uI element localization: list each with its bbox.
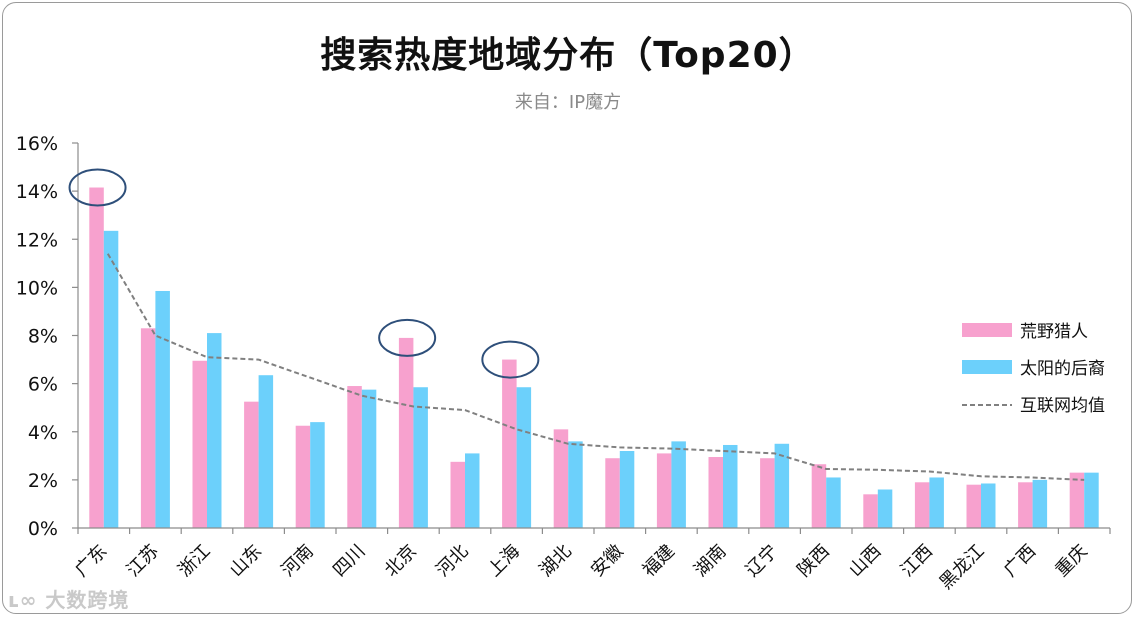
x-tick-label: 北京 (381, 541, 421, 581)
bar-太阳的后裔-陕西 (826, 477, 841, 528)
y-tick-label: 16% (16, 133, 58, 155)
highlight-circle-广东 (68, 168, 127, 207)
bar-太阳的后裔-浙江 (207, 333, 222, 528)
highlight-circle-北京 (378, 318, 437, 357)
bar-太阳的后裔-江苏 (155, 290, 170, 528)
x-tick-label: 山西 (845, 541, 885, 581)
chart-subtitle: 来自：IP魔方 (514, 92, 622, 113)
x-tick-label: 辽宁 (742, 541, 782, 581)
bar-太阳的后裔-广西 (1032, 479, 1048, 528)
chart-title: 搜索热度地域分布（Top20） (320, 35, 816, 76)
bar-荒野猎人-湖北 (553, 429, 569, 528)
x-tick-label: 陕西 (793, 541, 833, 581)
highlight-circle-上海 (481, 340, 540, 379)
watermark-logo-icon: ʟ∞ (8, 588, 38, 612)
bar-荒野猎人-河北 (450, 461, 465, 528)
highlight-circles (68, 168, 540, 379)
bar-荒野猎人-江苏 (140, 328, 156, 528)
legend-label-荒野猎人: 荒野猎人 (1020, 322, 1088, 342)
bar-太阳的后裔-河南 (310, 422, 325, 528)
bar-荒野猎人-广东 (89, 187, 104, 528)
x-tick-label: 湖北 (535, 541, 575, 581)
y-tick-label: 0% (28, 518, 58, 540)
bar-太阳的后裔-福建 (671, 441, 686, 528)
x-tick-label: 江西 (897, 541, 937, 581)
bar-太阳的后裔-江西 (929, 477, 944, 528)
legend-label-互联网均值: 互联网均值 (1020, 396, 1105, 416)
x-tick-label: 重庆 (1051, 541, 1091, 581)
bar-荒野猎人-辽宁 (760, 458, 775, 528)
x-tick-label: 山东 (226, 541, 266, 581)
bar-荒野猎人-浙江 (192, 360, 207, 528)
bar-荒野猎人-陕西 (811, 464, 827, 528)
bar-荒野猎人-安徽 (605, 458, 620, 528)
x-tick-label: 安徽 (587, 541, 627, 581)
x-axis: 广东 江苏 浙江 山东 河南 四川 北京 河北 上海 湖北 安徽 福建 湖南 辽宁 陕西 山西 江西黑龙江 广西重… (71, 527, 1111, 594)
x-tick-label: 广东 (71, 541, 111, 581)
y-tick-label: 12% (16, 229, 58, 251)
bar-太阳的后裔-湖北 (568, 441, 583, 528)
bar-荒野猎人-黑龙江 (966, 484, 981, 528)
x-tick-label: 广西 (1000, 541, 1040, 581)
legend-swatch-荒野猎人 (962, 323, 1012, 337)
average-line-group (106, 253, 1085, 481)
bar-荒野猎人-山东 (244, 401, 259, 528)
y-tick-label: 4% (28, 422, 58, 444)
y-tick-label: 2% (28, 470, 58, 492)
x-tick-label: 福建 (639, 541, 679, 581)
x-tick-label: 河南 (277, 541, 317, 581)
x-tick-label: 江苏 (123, 541, 163, 581)
y-tick-label: 10% (16, 277, 58, 299)
bar-荒野猎人-重庆 (1069, 472, 1085, 528)
x-tick-label: 河北 (432, 541, 472, 581)
x-tick-label: 四川 (329, 541, 369, 581)
bar-太阳的后裔-四川 (361, 389, 377, 528)
bar-荒野猎人-广西 (1018, 482, 1033, 528)
x-tick-label: 黑龙江 (936, 541, 989, 594)
bar-太阳的后裔-北京 (413, 387, 428, 528)
bar-太阳的后裔-重庆 (1084, 472, 1099, 528)
bars-group (89, 187, 1099, 528)
y-tick-label: 8% (28, 326, 58, 348)
x-tick-label: 浙江 (174, 541, 214, 581)
bar-太阳的后裔-上海 (516, 387, 532, 528)
bar-荒野猎人-四川 (347, 386, 362, 528)
y-axis: 0% 2% 4% 6% 8% 10% 12% 14% 16% (16, 133, 79, 540)
watermark: ʟ∞ 大数跨境 (8, 584, 129, 613)
watermark-text: 大数跨境 (45, 588, 130, 612)
y-tick-label: 14% (16, 181, 58, 203)
legend-swatch-太阳的后裔 (962, 360, 1012, 374)
bar-太阳的后裔-山东 (258, 375, 274, 528)
bar-荒野猎人-福建 (656, 453, 672, 528)
bar-太阳的后裔-湖南 (723, 444, 738, 528)
average-line (106, 253, 1085, 481)
bar-荒野猎人-江西 (914, 482, 930, 528)
bar-太阳的后裔-黑龙江 (981, 483, 996, 528)
bar-太阳的后裔-河北 (465, 453, 480, 528)
y-tick-label: 6% (28, 374, 58, 396)
bar-荒野猎人-湖南 (708, 457, 723, 528)
bar-太阳的后裔-辽宁 (774, 443, 790, 528)
bar-太阳的后裔-安徽 (619, 451, 635, 528)
bar-荒野猎人-上海 (502, 359, 517, 528)
x-tick-label: 上海 (484, 541, 524, 581)
x-tick-label: 湖南 (690, 541, 730, 581)
bar-荒野猎人-山西 (863, 494, 878, 528)
bar-荒野猎人-北京 (398, 337, 414, 528)
bar-太阳的后裔-广东 (103, 230, 119, 528)
bar-荒野猎人-河南 (295, 425, 311, 528)
bar-太阳的后裔-山西 (877, 489, 893, 528)
legend-label-太阳的后裔: 太阳的后裔 (1020, 359, 1105, 379)
